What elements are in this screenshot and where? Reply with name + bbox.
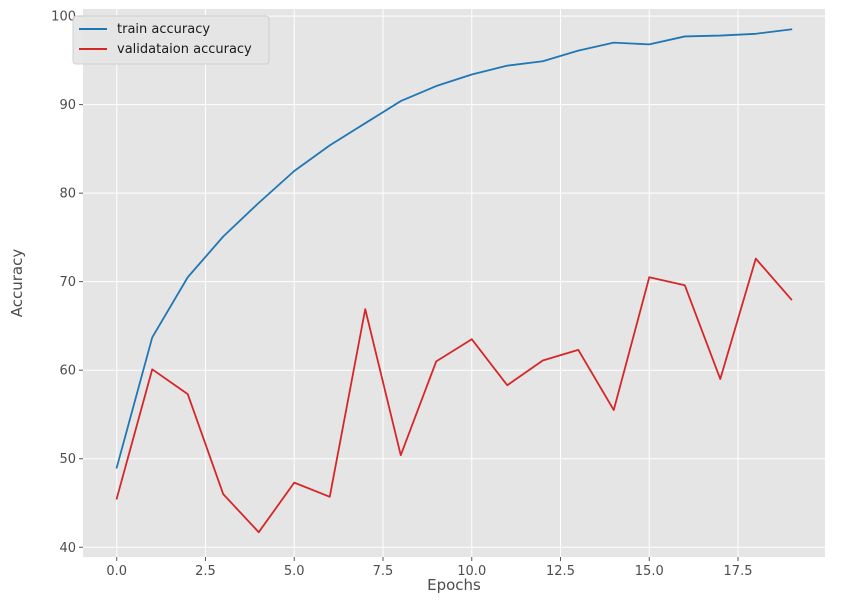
y-tick-label: 90 <box>59 98 76 113</box>
x-tick-label: 2.5 <box>195 564 216 579</box>
x-tick-label: 17.5 <box>724 564 753 579</box>
y-tick-label: 40 <box>59 541 76 556</box>
x-tick-label: 10.0 <box>457 564 486 579</box>
y-tick-label: 70 <box>59 275 76 290</box>
y-tick-label: 100 <box>51 10 76 25</box>
legend-label-validation: validataion accuracy <box>117 42 252 57</box>
x-axis-ticks: 0.0 2.5 5.0 7.5 10.0 12.5 15.0 17.5 <box>106 557 752 579</box>
x-axis-label: Epochs <box>427 576 481 594</box>
validation-accuracy-line <box>115 257 793 534</box>
legend-box <box>72 15 270 65</box>
y-axis-ticks: 40 50 60 70 80 90 100 <box>51 10 83 556</box>
x-tick-label: 0.0 <box>106 564 127 579</box>
x-tick-label: 15.0 <box>635 564 664 579</box>
grid-lines <box>83 9 825 557</box>
legend-label-train: train accuracy <box>117 22 210 37</box>
y-tick-label: 60 <box>59 364 76 379</box>
x-tick-label: 12.5 <box>546 564 575 579</box>
plot-background <box>83 9 825 557</box>
legend: train accuracy validataion accuracy <box>72 15 270 65</box>
x-tick-label: 7.5 <box>373 564 394 579</box>
train-accuracy-line <box>115 28 793 469</box>
y-tick-label: 50 <box>59 452 76 467</box>
x-tick-label: 5.0 <box>284 564 305 579</box>
series-lines <box>115 28 793 534</box>
y-tick-label: 80 <box>59 187 76 202</box>
y-axis-label: Accuracy <box>8 249 26 318</box>
